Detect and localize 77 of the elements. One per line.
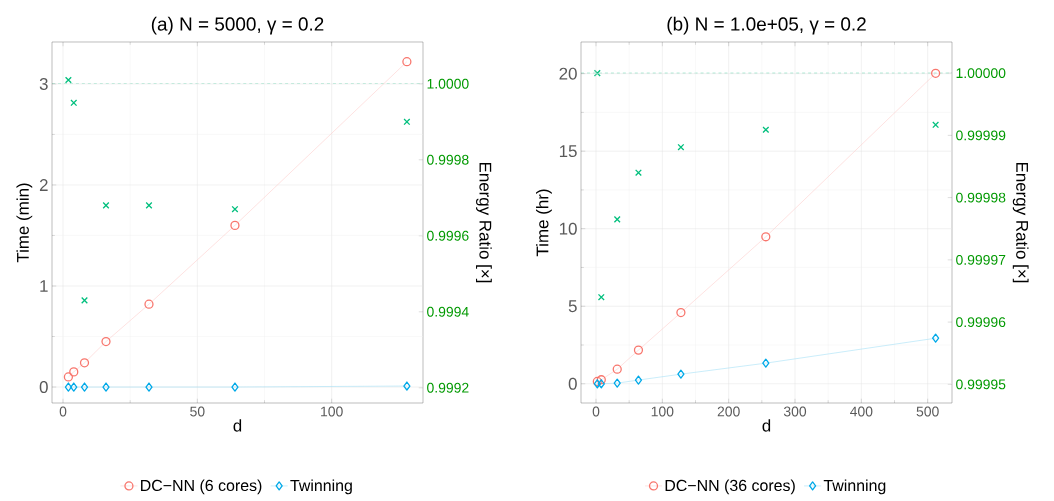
x-tick-label: 0 bbox=[592, 406, 600, 417]
x-tick-label: 50 bbox=[190, 406, 205, 417]
chart-title: (a) N = 5000, γ = 0.2 bbox=[151, 16, 324, 35]
y2-tick-label: 0.99996 bbox=[956, 317, 1006, 328]
point bbox=[231, 205, 239, 213]
y-tick-label: 1 bbox=[40, 280, 48, 292]
x-tick-label: 400 bbox=[850, 406, 873, 417]
point bbox=[613, 215, 621, 223]
x-axis-title: d bbox=[233, 419, 242, 432]
y2-tick-label: 0.9996 bbox=[427, 230, 469, 241]
y-tick-label: 10 bbox=[559, 222, 577, 235]
x-axis-title: d bbox=[762, 419, 771, 432]
point bbox=[596, 375, 606, 385]
point bbox=[930, 68, 941, 78]
point bbox=[64, 76, 72, 84]
point bbox=[402, 57, 412, 67]
y2-tick-label: 0.99999 bbox=[956, 130, 1006, 141]
point bbox=[70, 382, 78, 392]
point bbox=[762, 358, 770, 368]
legend-label: Twinning bbox=[823, 479, 886, 495]
y2-tick-label: 0.9994 bbox=[427, 306, 469, 317]
y-tick-label: 0 bbox=[568, 377, 577, 390]
point bbox=[403, 118, 411, 126]
point bbox=[144, 299, 154, 309]
point bbox=[63, 372, 74, 382]
point bbox=[145, 382, 153, 392]
x-tick-label: 100 bbox=[651, 406, 674, 417]
point bbox=[761, 232, 771, 242]
point bbox=[613, 378, 621, 388]
y-tick-label: 2 bbox=[39, 179, 48, 191]
y2-tick-label: 0.9998 bbox=[427, 154, 469, 165]
y-tick-label: 15 bbox=[559, 145, 577, 158]
y2-tick-label: 0.99997 bbox=[956, 254, 1006, 265]
x-tick-label: 0 bbox=[59, 406, 67, 417]
y2-tick-label: 1.0000 bbox=[427, 78, 469, 89]
point bbox=[634, 375, 643, 385]
y-axis-title: Time (hr) bbox=[536, 189, 552, 257]
y-tick-label: 5 bbox=[568, 300, 577, 313]
point bbox=[231, 382, 239, 392]
x-tick-label: 100 bbox=[321, 406, 343, 417]
point bbox=[931, 333, 940, 343]
y2-tick-label: 0.9992 bbox=[427, 382, 469, 393]
point bbox=[102, 201, 110, 209]
point bbox=[634, 169, 642, 177]
point bbox=[64, 382, 73, 392]
point bbox=[145, 201, 153, 209]
chart-title: (b) N = 1.0e+05, γ = 0.2 bbox=[667, 16, 866, 35]
point bbox=[230, 220, 240, 231]
y2-axis-title: Energy Ratio [×] bbox=[476, 162, 492, 283]
y2-tick-label: 0.99995 bbox=[956, 379, 1006, 390]
legend-label: DC−NN (6 cores) bbox=[141, 479, 262, 495]
y-tick-label: 20 bbox=[559, 67, 577, 80]
point bbox=[932, 121, 940, 129]
point bbox=[80, 382, 89, 392]
point bbox=[676, 307, 686, 318]
point bbox=[69, 367, 79, 377]
y2-tick-label: 1.00000 bbox=[956, 68, 1006, 79]
x-tick-label: 300 bbox=[783, 406, 807, 417]
point bbox=[101, 336, 111, 347]
point bbox=[102, 382, 110, 392]
legend-label: DC−NN (36 cores) bbox=[665, 479, 795, 495]
point bbox=[612, 364, 622, 374]
x-tick-label: 200 bbox=[717, 406, 740, 417]
point bbox=[81, 296, 88, 304]
y2-axis-title: Energy Ratio [×] bbox=[1012, 162, 1029, 283]
point bbox=[597, 379, 605, 389]
y2-tick-label: 0.99998 bbox=[956, 192, 1006, 203]
point bbox=[677, 369, 685, 379]
point bbox=[79, 358, 90, 368]
y-tick-label: 3 bbox=[39, 77, 48, 90]
point bbox=[597, 293, 605, 301]
legend-label: Twinning bbox=[290, 479, 352, 495]
point bbox=[633, 345, 644, 355]
point bbox=[403, 381, 411, 391]
x-tick-label: 500 bbox=[916, 406, 939, 417]
y-tick-label: 0 bbox=[39, 381, 48, 394]
y-axis-title: Time (min) bbox=[16, 183, 33, 263]
